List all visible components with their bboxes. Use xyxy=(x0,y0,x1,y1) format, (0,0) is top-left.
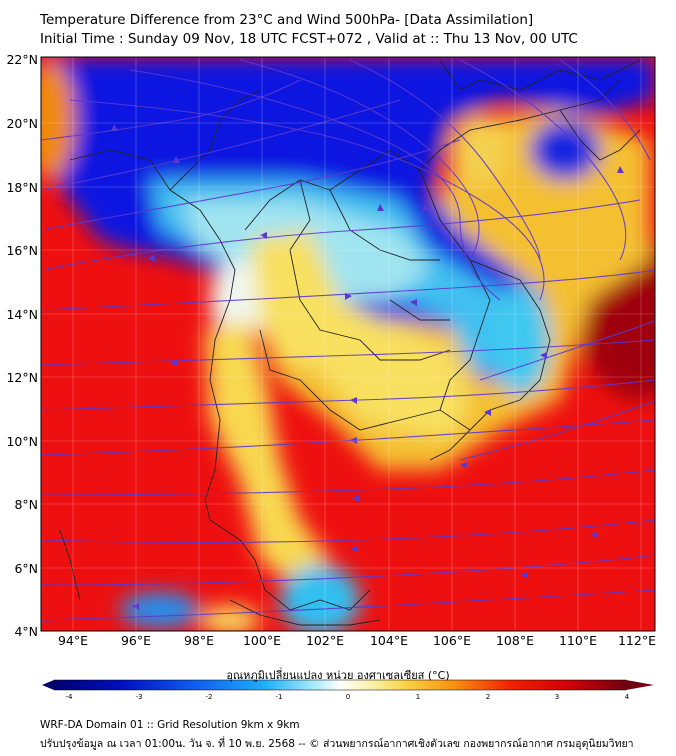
lat-label: 4°N xyxy=(14,624,38,639)
colorbar-tick: 1 xyxy=(415,693,421,701)
wind-streamlines xyxy=(41,59,655,621)
graticule xyxy=(41,57,655,631)
lon-label: 102°E xyxy=(305,633,344,648)
lat-label: 16°N xyxy=(6,243,38,258)
lon-label: 94°E xyxy=(57,633,89,648)
lat-label: 12°N xyxy=(6,370,38,385)
colorbar-tick: 0 xyxy=(345,693,351,701)
colorbar-tick: 2 xyxy=(485,693,491,701)
lon-label: 104°E xyxy=(369,633,408,648)
lat-label: 14°N xyxy=(6,307,38,322)
map-subtitle: Initial Time : Sunday 09 Nov, 18 UTC FCS… xyxy=(40,31,578,47)
lon-label: 108°E xyxy=(495,633,534,648)
map-title: Temperature Difference from 23°C and Win… xyxy=(40,12,534,28)
credit-line: ปรับปรุงข้อมูล ณ เวลา 01:00น. วัน จ. ที่… xyxy=(40,738,634,750)
lat-label: 8°N xyxy=(14,497,38,512)
wind-arrowheads xyxy=(111,124,624,610)
lon-label: 98°E xyxy=(183,633,215,648)
lat-label: 20°N xyxy=(6,116,38,131)
colorbar-max-arrow xyxy=(626,680,654,690)
colorbar-min-arrow xyxy=(42,680,54,690)
colorbar-tick: -2 xyxy=(205,693,213,701)
colorbar-tick: 3 xyxy=(554,693,560,701)
lon-label: 112°E xyxy=(617,633,656,648)
colorbar-tick: -3 xyxy=(135,693,143,701)
lon-label: 96°E xyxy=(120,633,152,648)
lon-label: 106°E xyxy=(432,633,471,648)
colorbar-tick: -4 xyxy=(65,693,73,701)
lat-label: 22°N xyxy=(6,52,38,67)
lat-label: 18°N xyxy=(6,180,38,195)
lon-label: 110°E xyxy=(558,633,597,648)
lat-label: 10°N xyxy=(6,434,38,449)
lon-label: 100°E xyxy=(242,633,281,648)
colorbar-tick: -1 xyxy=(275,693,283,701)
map-frame xyxy=(40,56,656,632)
model-info: WRF-DA Domain 01 :: Grid Resolution 9km … xyxy=(40,719,300,731)
colorbar-title: อุณหภูมิเปลี่ยนแปลง หน่วย องศาเซลเซียส (… xyxy=(226,669,450,682)
lat-label: 6°N xyxy=(14,561,38,576)
colorbar-tick: 4 xyxy=(624,693,630,701)
